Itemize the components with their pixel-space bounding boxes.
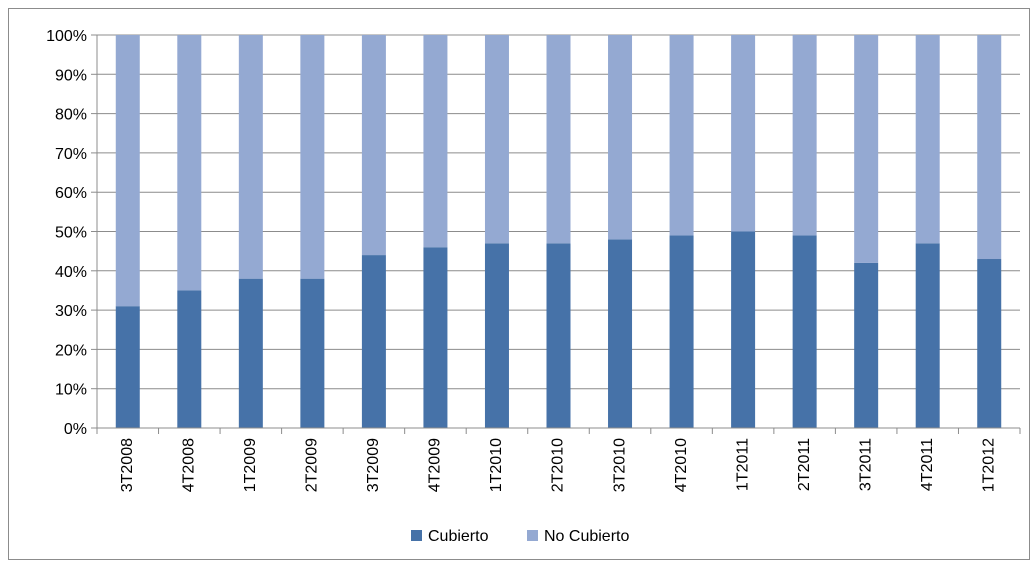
bar-cubierto-2t2009 (300, 278, 325, 428)
bar-cubierto-3t2008 (115, 306, 140, 428)
bar-no-cubierto-3t2010 (608, 35, 633, 240)
x-tick-label: 4T2010 (673, 438, 690, 492)
bar-cubierto-1t2011 (731, 231, 756, 428)
x-tick-label: 1T2009 (242, 438, 259, 492)
bar-cubierto-4t2009 (423, 247, 448, 428)
bar-cubierto-3t2010 (608, 239, 633, 428)
x-tick-label: 3T2009 (365, 438, 382, 492)
bar-no-cubierto-2t2009 (300, 35, 325, 279)
bar-no-cubierto-4t2008 (177, 35, 202, 291)
bar-no-cubierto-1t2009 (238, 35, 263, 279)
bar-cubierto-4t2008 (177, 290, 202, 428)
bars (115, 35, 1002, 428)
bar-no-cubierto-3t2011 (854, 35, 879, 263)
legend-swatch-no-cubierto (527, 530, 538, 541)
y-tick-label: 40% (55, 264, 87, 281)
bar-no-cubierto-2t2011 (792, 35, 817, 236)
bar-no-cubierto-1t2012 (977, 35, 1002, 260)
y-tick-label: 0% (64, 421, 87, 438)
x-tick-label: 2T2009 (304, 438, 321, 492)
y-tick-label: 60% (55, 185, 87, 202)
bar-cubierto-4t2010 (669, 235, 694, 428)
y-tick-label: 50% (55, 225, 87, 242)
x-tick-label: 1T2011 (734, 438, 751, 491)
x-tick-label: 4T2008 (181, 438, 198, 492)
y-tick-label: 100% (46, 28, 87, 45)
bar-cubierto-1t2010 (484, 243, 509, 428)
bar-no-cubierto-4t2010 (669, 35, 694, 236)
y-tick-label: 80% (55, 107, 87, 124)
bar-cubierto-3t2009 (361, 255, 386, 428)
bar-cubierto-1t2012 (977, 259, 1002, 428)
x-tick-label: 3T2008 (119, 438, 136, 492)
axes (91, 34, 1021, 434)
bar-no-cubierto-1t2010 (484, 35, 509, 244)
bar-no-cubierto-3t2008 (115, 35, 140, 307)
y-tick-label: 10% (55, 382, 87, 399)
bar-cubierto-1t2009 (238, 278, 263, 428)
legend-swatch-cubierto (411, 530, 422, 541)
bar-cubierto-4t2011 (915, 243, 940, 428)
y-tick-label: 20% (55, 342, 87, 359)
y-axis-tick-labels: 0% 10% 20% 30% 40% 50% 60% 70% 80% 90% 100% (46, 28, 87, 438)
x-tick-label: 2T2010 (550, 438, 567, 492)
y-tick-label: 70% (55, 146, 87, 163)
x-tick-label: 1T2010 (488, 438, 505, 492)
x-axis-tick-labels: 3T2008 4T2008 1T2009 2T2009 3T2009 4T2009 1T20… (119, 438, 997, 492)
y-tick-label: 90% (55, 67, 87, 84)
bar-no-cubierto-1t2011 (731, 35, 756, 232)
x-tick-label: 3T2010 (611, 438, 628, 492)
bar-cubierto-3t2011 (854, 262, 879, 428)
bar-cubierto-2t2011 (792, 235, 817, 428)
legend-label-cubierto: Cubierto (428, 528, 489, 545)
y-tick-label: 30% (55, 303, 87, 320)
bar-no-cubierto-4t2011 (915, 35, 940, 244)
bar-cubierto-2t2010 (546, 243, 571, 428)
legend: Cubierto No Cubierto (411, 528, 629, 545)
bar-no-cubierto-4t2009 (423, 35, 448, 248)
bar-no-cubierto-2t2010 (546, 35, 571, 244)
x-tick-label: 1T2012 (980, 438, 997, 492)
legend-label-no-cubierto: No Cubierto (544, 528, 629, 545)
x-tick-label: 3T2011 (857, 438, 874, 491)
bar-no-cubierto-3t2009 (361, 35, 386, 256)
x-tick-label: 2T2011 (796, 438, 813, 491)
x-tick-label: 4T2009 (427, 438, 444, 492)
x-tick-label: 4T2011 (919, 438, 936, 491)
